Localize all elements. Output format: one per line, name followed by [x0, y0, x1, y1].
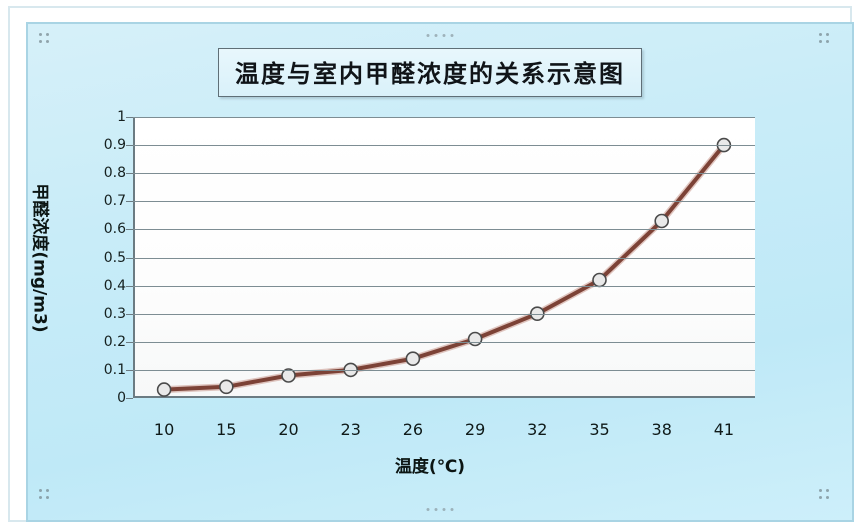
edge-ornament-bottom-icon — [426, 504, 454, 514]
gridline — [133, 369, 755, 371]
gridline — [133, 173, 755, 175]
gridline — [133, 229, 755, 231]
y-axis-title: 甲醛浓度(mg/m3) — [29, 183, 50, 333]
x-axis-title: 温度(℃) — [394, 457, 466, 477]
data-point-marker — [219, 379, 234, 395]
x-axis-tick-label: 29 — [464, 420, 486, 439]
corner-ornament-top-left-icon — [39, 33, 61, 55]
corner-ornament-bottom-right-icon — [819, 489, 841, 511]
corner-ornament-bottom-left-icon — [39, 489, 61, 511]
x-axis-tick-label: 10 — [153, 420, 175, 439]
y-axis-tick-labels: 0 0.1 0.2 0.3 0.4 0.5 0.6 0.7 0.8 0.9 1 — [86, 109, 126, 406]
y-axis-tick-label: 0.6 — [103, 221, 126, 238]
x-axis-tick-label: 20 — [278, 420, 299, 439]
y-axis-tick-label: 1 — [117, 109, 126, 125]
series-line-group — [160, 141, 728, 394]
y-axis-tick-mark — [126, 229, 133, 231]
corner-ornament-top-right-icon — [819, 33, 841, 55]
x-axis-tick-label: 41 — [713, 420, 735, 439]
gridline — [133, 341, 755, 343]
series-line — [162, 143, 726, 392]
x-axis-tick-label: 15 — [216, 420, 237, 439]
y-axis-tick-mark — [126, 173, 133, 175]
gridline — [133, 201, 755, 203]
y-axis-tick-mark — [126, 201, 133, 203]
x-axis-tick-label: 35 — [589, 420, 610, 439]
gridline — [133, 285, 755, 287]
gridline — [133, 313, 755, 315]
series-markers-group — [156, 137, 732, 397]
data-point-marker — [467, 331, 483, 347]
y-axis-tick-label: 0.2 — [103, 333, 126, 350]
gridline — [133, 145, 755, 147]
gridline — [133, 117, 755, 118]
y-axis-tick-label: 0.7 — [103, 193, 126, 210]
series-line-shadow — [160, 141, 728, 394]
y-axis-tick-mark — [126, 369, 133, 371]
y-axis-tick-label: 0.5 — [103, 249, 126, 266]
y-axis-tick-mark — [126, 341, 133, 343]
data-point-marker — [592, 272, 607, 288]
y-axis-tick-label: 0.8 — [103, 165, 126, 182]
plot-area — [133, 117, 755, 398]
gridline — [133, 257, 755, 259]
y-axis-tick-mark — [126, 285, 133, 287]
edge-ornament-top-icon — [426, 30, 454, 40]
x-axis-tick-label: 32 — [527, 420, 548, 439]
y-axis-tick-mark — [126, 117, 133, 118]
y-axis-tick-label: 0.1 — [103, 361, 126, 378]
edge-ornament-right-icon — [843, 267, 846, 277]
y-axis-tick-label: 0.4 — [103, 277, 126, 294]
data-point-marker — [654, 213, 670, 229]
y-axis-tick-mark — [126, 313, 133, 315]
y-axis-tick-mark — [126, 398, 133, 399]
data-point-marker — [405, 351, 421, 366]
y-axis-tick-mark — [126, 145, 133, 147]
x-axis-tick-label: 38 — [651, 420, 672, 439]
chart-title: 温度与室内甲醛浓度的关系示意图 — [218, 48, 642, 97]
y-axis-tick-label: 0.3 — [103, 305, 126, 322]
x-axis-tick-label: 26 — [402, 420, 424, 439]
y-axis-tick-mark — [126, 257, 133, 259]
data-point-marker — [281, 368, 296, 383]
data-point-marker — [156, 382, 172, 397]
y-axis-tick-label: 0 — [117, 390, 126, 406]
x-axis-tick-label: 23 — [340, 420, 361, 439]
y-axis-tick-label: 0.9 — [103, 137, 126, 154]
